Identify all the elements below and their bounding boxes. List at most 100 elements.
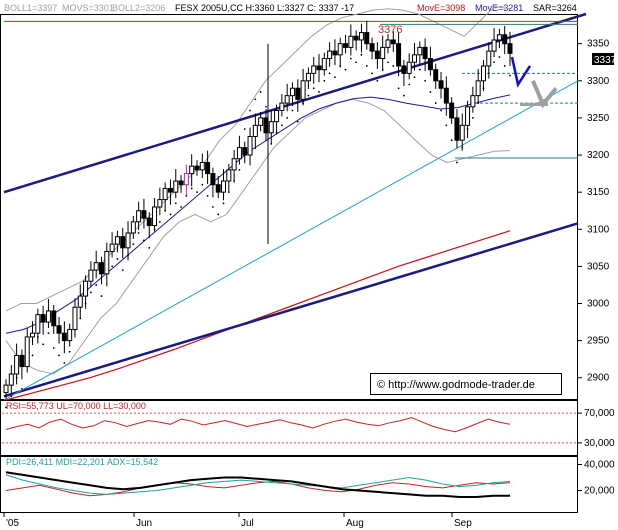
bollinger-lower xyxy=(5,98,511,375)
y-tick-label: 3200 xyxy=(587,150,610,161)
price-bar-body xyxy=(343,43,349,48)
price-bar-body xyxy=(364,32,370,45)
sar-dot xyxy=(355,61,358,64)
price-bar-body xyxy=(130,221,136,234)
sar-dot xyxy=(493,61,495,64)
price-bar-body xyxy=(24,336,30,368)
sar-dot xyxy=(498,56,501,58)
price-bar-body xyxy=(390,39,396,45)
rsi-panel xyxy=(0,400,578,456)
main-plot-area xyxy=(0,14,578,400)
price-bar-body xyxy=(337,43,343,56)
price-bar-body xyxy=(348,35,354,48)
y-axis-main: 2900 2950 3000 3050 3100 3150 3200 3250 3300 3350 xyxy=(578,39,610,384)
forecast-check-mark xyxy=(510,56,532,88)
price-bar-body xyxy=(162,187,168,201)
sar-dot xyxy=(222,202,225,205)
price-bar-body xyxy=(88,269,94,282)
sar-dot xyxy=(158,220,161,223)
price-bar-body xyxy=(396,43,402,67)
sar-dot xyxy=(95,284,98,286)
sar-dot xyxy=(116,258,119,260)
sar-dot xyxy=(286,117,289,119)
sar-dot xyxy=(365,65,368,67)
price-bar-body xyxy=(470,95,476,108)
price-bar-body xyxy=(486,50,492,67)
price-bar-body xyxy=(385,39,391,48)
price-bar-body xyxy=(417,46,423,56)
price-bar-body xyxy=(72,306,78,330)
price-bar-body xyxy=(374,50,380,60)
x-tick-label: Sep xyxy=(454,518,472,529)
sar-dot xyxy=(387,61,389,64)
sar-dot xyxy=(254,98,257,101)
price-bar-body xyxy=(35,314,41,334)
x-tick-label: Jun xyxy=(136,518,152,529)
price-bar-body xyxy=(454,117,460,141)
price-bar-body xyxy=(40,314,46,323)
sar-dot xyxy=(169,213,172,216)
price-bar-body xyxy=(311,65,317,74)
last-price-badge: 3337 xyxy=(594,55,617,66)
sar-dot xyxy=(376,79,379,82)
price-bar-body xyxy=(45,310,51,323)
sar-dot xyxy=(5,406,7,409)
price-bar-body xyxy=(380,46,386,60)
header-move-long: MovE=3098 xyxy=(417,3,465,13)
price-bar-body xyxy=(438,80,444,89)
price-bar-body xyxy=(67,328,73,342)
price-bar-body xyxy=(427,58,433,71)
sar-dot xyxy=(111,265,114,268)
sar-dot xyxy=(503,65,506,67)
support-line xyxy=(3,80,579,401)
sar-dot xyxy=(180,206,182,208)
price-bar-body xyxy=(136,210,142,223)
price-bar-body xyxy=(77,295,83,308)
header-instrument: FESX 2005U,CC H:3360 L:3327 C: 3337 -17 xyxy=(175,3,354,13)
sar-dot xyxy=(424,79,427,82)
price-bars xyxy=(3,20,513,399)
sar-dot xyxy=(100,295,103,297)
sar-dot xyxy=(174,202,177,205)
adx-line xyxy=(5,471,510,498)
sar-dot xyxy=(190,187,193,190)
sar-dot xyxy=(402,94,405,97)
price-bar-body xyxy=(263,117,269,134)
x-axis: '05 Jun Jul Aug Sep xyxy=(3,512,472,529)
sar-dot xyxy=(196,191,198,194)
price-bar-body xyxy=(242,147,248,156)
y-axis-dmi: 40,000 20,000 xyxy=(578,460,615,497)
price-bar-body xyxy=(316,65,322,71)
price-bar-body xyxy=(279,102,285,111)
last-price-badge-bg xyxy=(592,53,614,65)
price-bar-body xyxy=(199,161,205,171)
price-bar-body xyxy=(236,147,242,160)
price-bar-body xyxy=(146,217,152,227)
sar-dot xyxy=(63,361,66,364)
sar-dot xyxy=(164,209,167,212)
price-bar-body xyxy=(289,87,295,97)
pdi-line xyxy=(5,480,511,497)
sar-dot xyxy=(445,124,448,127)
y-tick-label: 3250 xyxy=(587,113,610,124)
price-bar-body xyxy=(221,180,227,193)
header-move-short: MovE=3281 xyxy=(475,3,523,13)
price-bar-body xyxy=(305,72,311,82)
sar-dot xyxy=(296,120,299,123)
price-bar-body xyxy=(183,173,189,186)
dmi-header: PDI=26,411 MDI=22,201 ADX=15,542 xyxy=(6,457,158,467)
price-bar-body xyxy=(189,165,195,175)
sar-dot xyxy=(344,68,347,71)
sar-dot xyxy=(10,395,13,398)
annotations xyxy=(510,56,558,109)
sar-dot xyxy=(143,239,145,242)
sar-dot xyxy=(450,139,453,142)
sar-dot xyxy=(413,76,416,78)
price-bar-body xyxy=(152,206,158,227)
channel-lower-line xyxy=(3,222,579,398)
sar-dot xyxy=(243,128,246,130)
sar-dot xyxy=(318,91,320,93)
sar-dot xyxy=(434,102,437,104)
peak-label: 3376 xyxy=(378,24,402,36)
